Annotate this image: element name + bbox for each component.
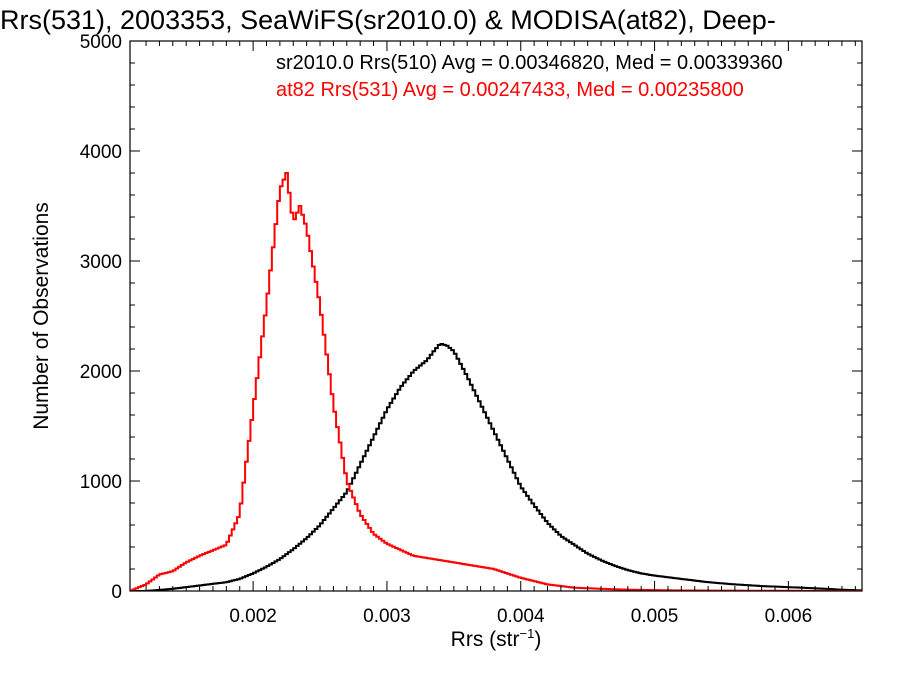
legend-entry-at82: at82 Rrs(531) Avg = 0.00247433, Med = 0.… (276, 79, 744, 101)
x-axis-label: Rrs (str−1) (451, 626, 542, 651)
y-tick-label: 4000 (80, 142, 122, 163)
x-tick-label: 0.002 (229, 606, 277, 627)
x-tick-label: 0.005 (631, 606, 679, 627)
plot-frame (129, 40, 863, 592)
axis-ticks: 0.002 0.003 0.004 0.005 0.006 0 1000 2000 3000 40… (80, 32, 862, 627)
y-tick-label: 0 (111, 582, 122, 603)
series-layer (130, 172, 862, 591)
plot-area (130, 172, 862, 591)
x-axis-label-close: ) (534, 628, 541, 651)
y-tick-label: 3000 (80, 252, 122, 273)
series-line-sr2010 (130, 342, 862, 591)
x-tick-label: 0.003 (363, 606, 411, 627)
y-tick-label: 1000 (80, 472, 122, 493)
y-tick-label: 2000 (80, 362, 122, 383)
y-axis-label: Number of Observations (30, 202, 53, 430)
x-axis-label-main: Rrs (str (451, 628, 520, 651)
x-tick-label: 0.004 (497, 606, 545, 627)
y-tick-label: 5000 (80, 32, 122, 53)
x-tick-label: 0.006 (765, 606, 813, 627)
series-line-at82 (130, 172, 862, 591)
x-axis-label-superscript: −1 (520, 626, 535, 641)
chart-title: Rrs(531), 2003353, SeaWiFS(sr2010.0) & M… (0, 5, 776, 35)
legend-entry-sr2010: sr2010.0 Rrs(510) Avg = 0.00346820, Med … (276, 52, 783, 74)
